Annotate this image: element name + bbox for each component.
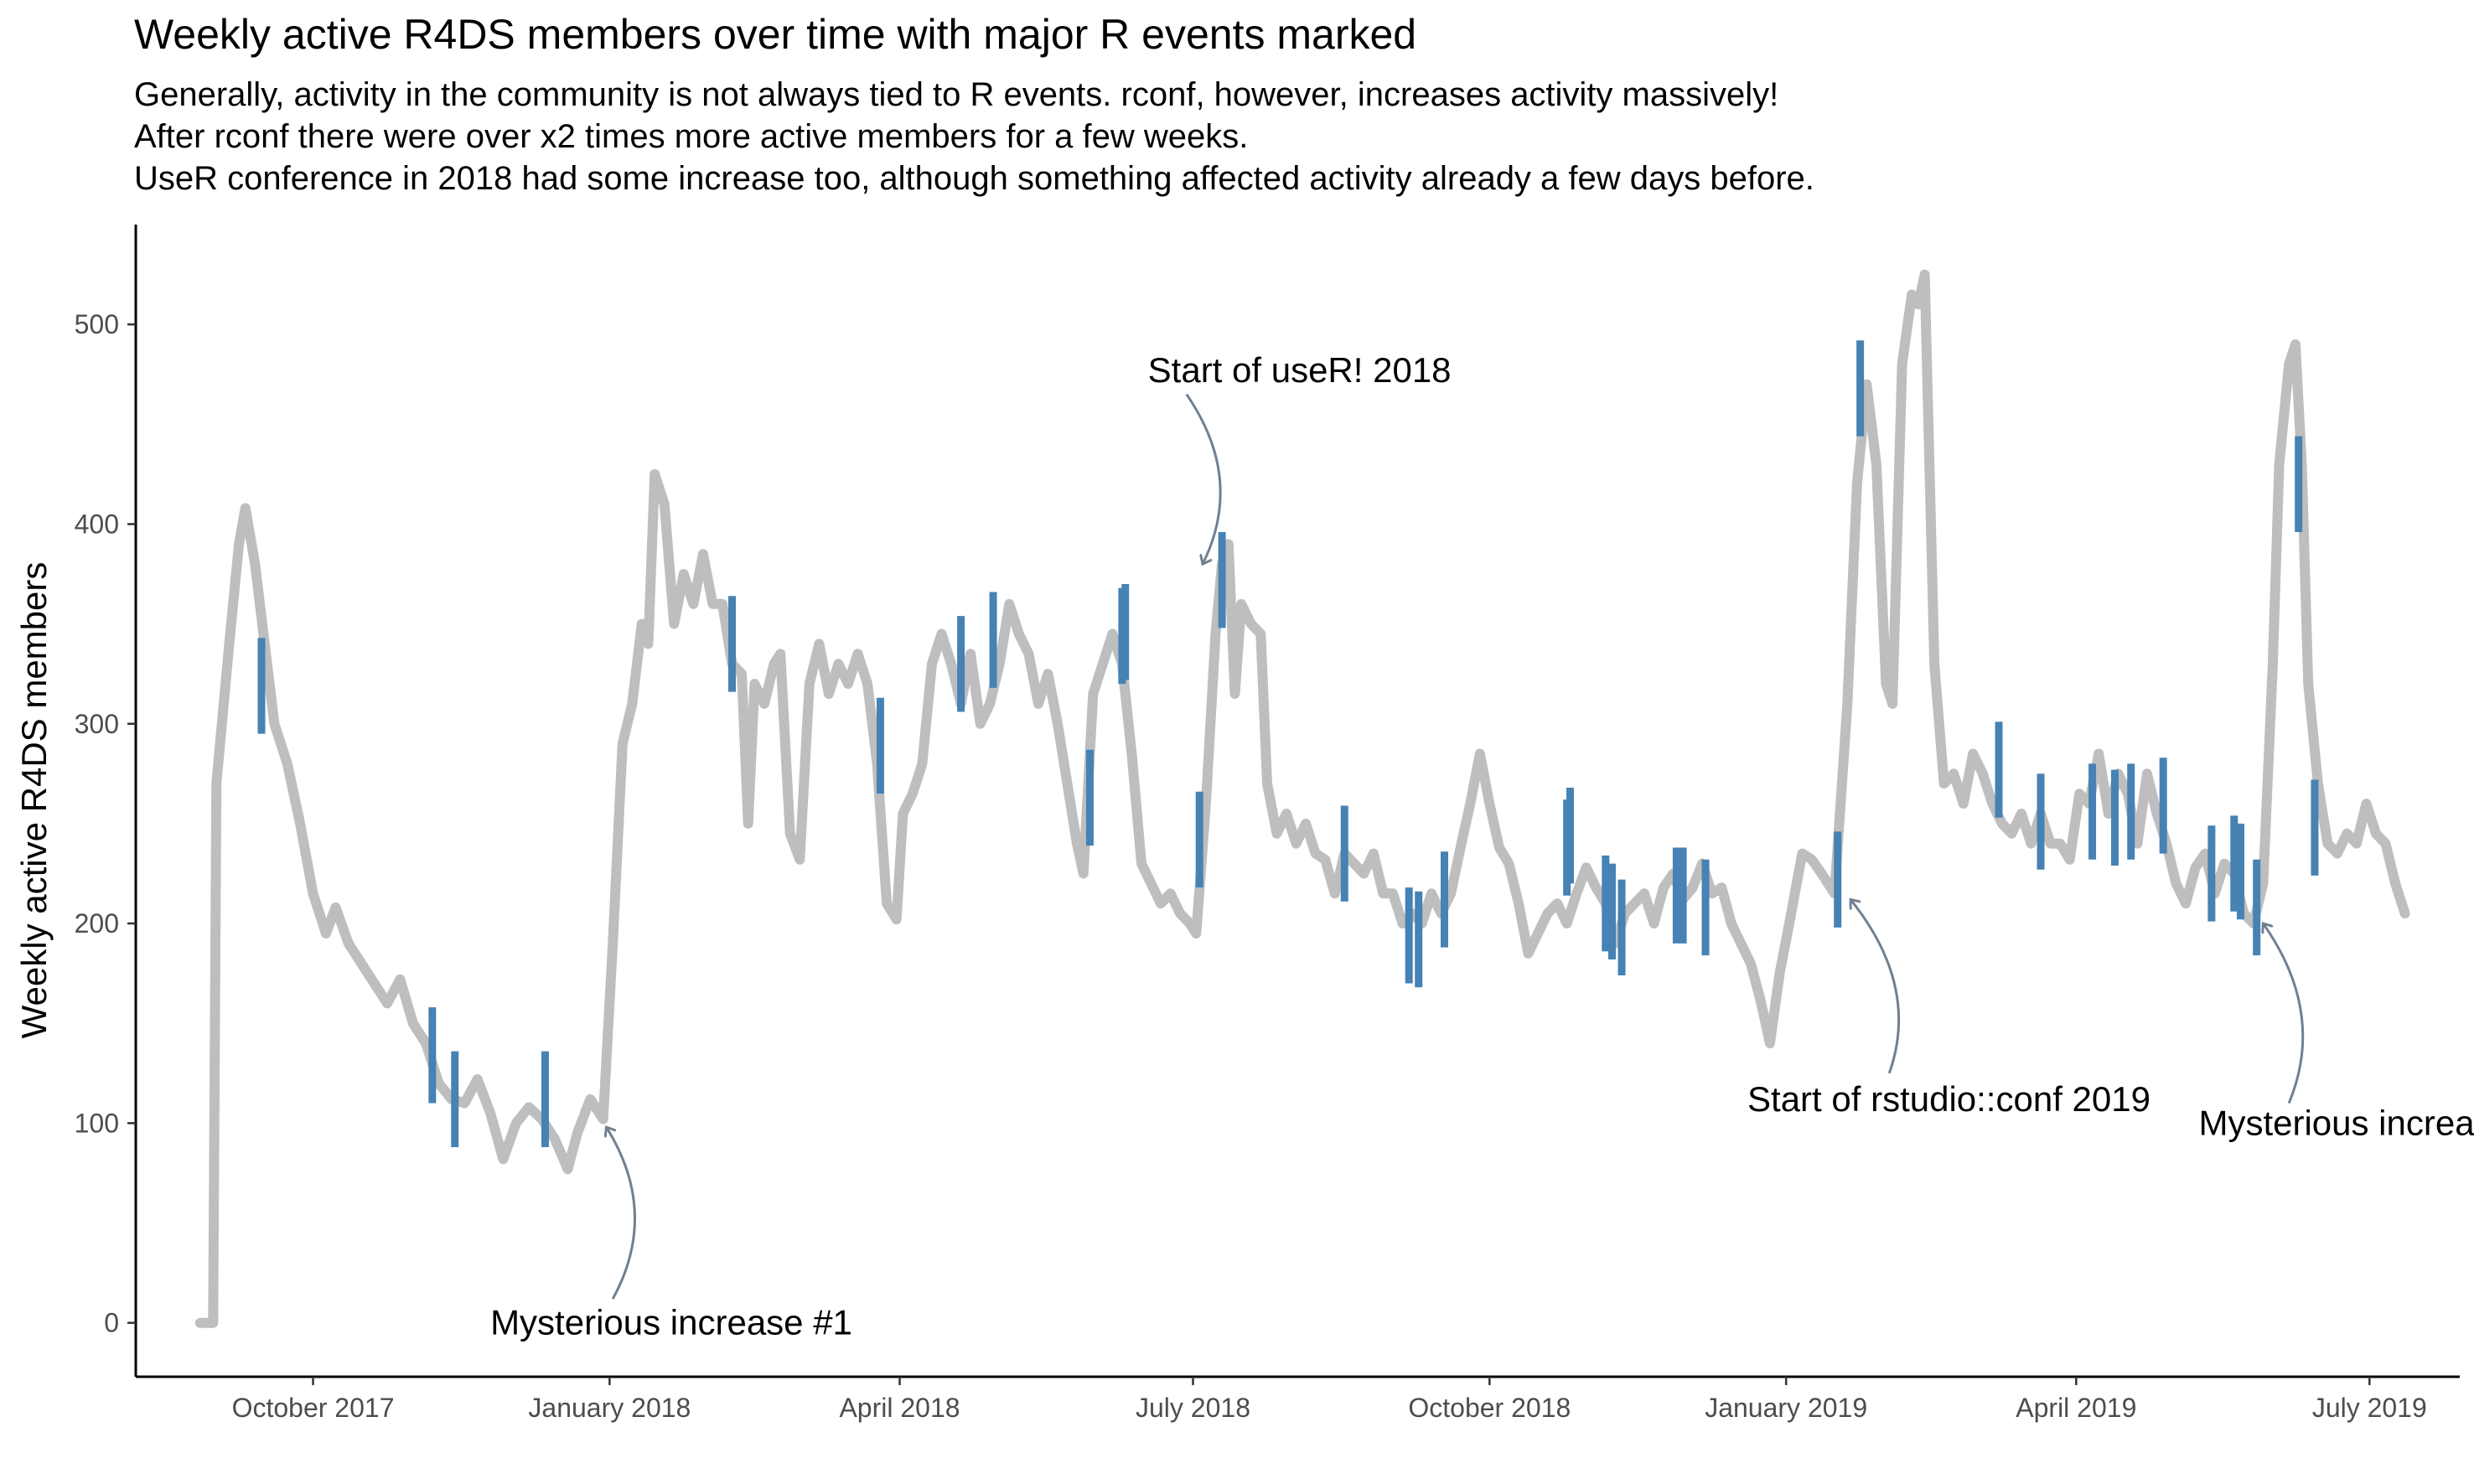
chart-title: Weekly active R4DS members over time wit… — [134, 11, 1417, 58]
x-tick-label: April 2018 — [839, 1393, 960, 1423]
x-tick-label: January 2018 — [528, 1393, 691, 1423]
annotation-label: Start of rstudio::conf 2019 — [1747, 1079, 2151, 1119]
annotation-arrow — [1185, 393, 1222, 565]
annotation-arrow — [2263, 923, 2305, 1104]
y-tick-label: 200 — [75, 908, 119, 938]
x-tick-label: July 2019 — [2312, 1393, 2427, 1423]
x-tick-label: January 2019 — [1705, 1393, 1867, 1423]
chart-subtitle: Generally, activity in the community is … — [134, 74, 1814, 199]
subtitle-line-1: Generally, activity in the community is … — [134, 76, 1779, 113]
y-tick-label: 0 — [104, 1308, 119, 1338]
annotation-label: Mysterious increase #2 — [2198, 1103, 2474, 1142]
x-tick-label: October 2017 — [232, 1393, 395, 1423]
y-tick-label: 400 — [75, 509, 119, 539]
annotation-arrow — [1850, 899, 1901, 1074]
y-tick-label: 500 — [75, 309, 119, 339]
annotation-label: Mysterious increase #1 — [490, 1303, 852, 1342]
y-tick-label: 100 — [75, 1108, 119, 1138]
annotation-arrow — [607, 1127, 636, 1300]
series-line — [194, 269, 2410, 1328]
events-layer — [257, 340, 2319, 1147]
series-layer — [194, 269, 2410, 1328]
annotation-label: Start of useR! 2018 — [1148, 350, 1452, 390]
x-tick-label: April 2019 — [2016, 1393, 2136, 1423]
x-tick-label: July 2018 — [1136, 1393, 1250, 1423]
annotation-layer: Start of useR! 2018 Mysterious increase #… — [490, 350, 2474, 1342]
axes: 0 100 200 300 400 500 October 2017 January 2018… — [75, 225, 2460, 1423]
subtitle-line-2: After rconf there were over x2 times mor… — [134, 118, 1249, 155]
x-tick-label: October 2018 — [1408, 1393, 1571, 1423]
subtitle-line-3: UseR conference in 2018 had some increas… — [134, 160, 1814, 197]
y-tick-label: 300 — [75, 709, 119, 739]
y-axis-label: Weekly active R4DS members — [14, 562, 54, 1039]
